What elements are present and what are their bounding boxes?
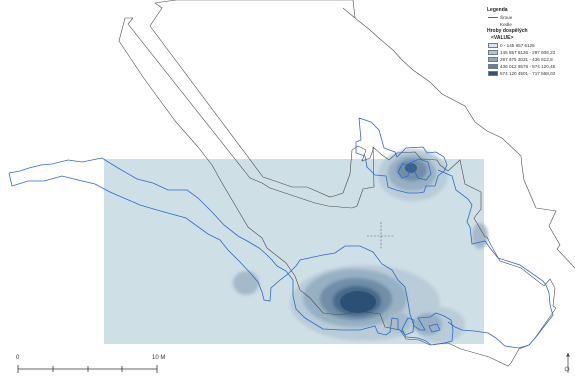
legend-class-label: 574 120 4501 - 717 568,03	[500, 71, 556, 76]
legend-class-row: 145 657 6126 - 297 606,23	[487, 49, 573, 56]
legend-class-row: 436 012 9578 - 574 120,45	[487, 63, 573, 70]
blue-line-swatch	[488, 17, 498, 18]
grid-crosshair	[367, 222, 395, 250]
north-arrow-icon	[564, 353, 570, 373]
legend-line-label: Šroue	[500, 15, 513, 20]
legend-swatch	[488, 50, 498, 55]
legend-class-row: 297 675 3031 - 436 812,8	[487, 56, 573, 63]
legend-class-row: 0 - 145 657 6125	[487, 42, 573, 49]
trench-outline	[8, 117, 554, 349]
north-arrow	[563, 351, 573, 375]
legend-line-label: Kedle	[500, 22, 512, 27]
legend-swatch	[488, 71, 498, 76]
excavation-boundary	[118, 0, 575, 367]
density-hotspot-south	[290, 265, 465, 343]
legend-title: Legenda	[487, 7, 508, 13]
legend-swatch	[488, 64, 498, 69]
legend-class-label: 436 012 9578 - 574 120,45	[500, 64, 556, 69]
legend-class-label: 145 657 6126 - 297 606,23	[500, 50, 556, 55]
legend-line-item: Šroue	[487, 14, 573, 21]
scale-start-label: 0	[16, 355, 20, 361]
legend-swatch	[488, 43, 498, 48]
density-hotspot-east-edge	[472, 223, 488, 249]
legend-class-label: 297 675 3031 - 436 812,8	[500, 57, 553, 62]
legend-value-header: <VALUE>	[491, 35, 514, 41]
scale-end-label: 10 M	[152, 355, 166, 361]
scale-bar	[17, 365, 158, 373]
map-legend: Legenda Šroue Kedle Hroby dospělých <VAL…	[487, 7, 573, 77]
legend-line-item: Kedle	[487, 21, 573, 28]
legend-layer-title: Hroby dospělých	[487, 28, 528, 34]
legend-class-row: 574 120 4501 - 717 568,03	[487, 70, 573, 77]
density-hotspot-west	[233, 271, 259, 295]
legend-class-label: 0 - 145 657 6125	[500, 43, 535, 48]
legend-swatch	[488, 57, 498, 62]
